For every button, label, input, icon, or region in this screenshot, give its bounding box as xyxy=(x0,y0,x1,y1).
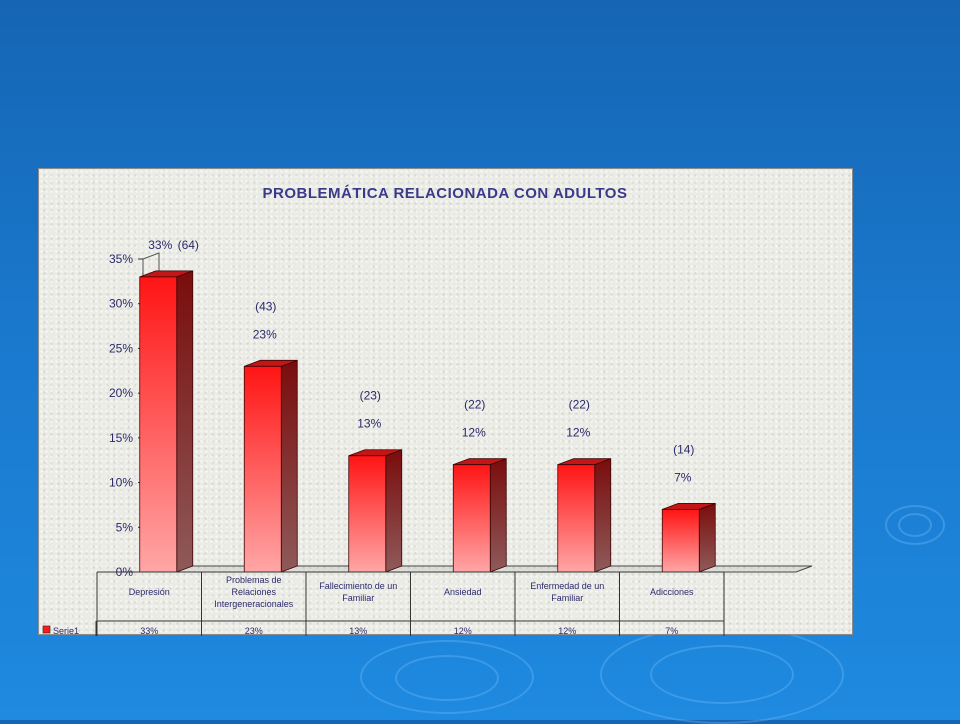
category-label: Familiar xyxy=(342,593,374,603)
table-value: 12% xyxy=(454,626,472,636)
chart-title: PROBLEMÁTICA RELACIONADA CON ADULTOS xyxy=(263,185,628,202)
bar-count-label: (23) xyxy=(360,389,381,403)
bar-count-label: (22) xyxy=(464,398,485,412)
y-tick-label: 20% xyxy=(109,386,133,400)
chart-area: PROBLEMÁTICA RELACIONADA CON ADULTOS 0% 5… xyxy=(38,168,853,636)
category-label: Depresión xyxy=(129,587,170,597)
table-value: 12% xyxy=(558,626,576,636)
category-label: Familiar xyxy=(551,593,583,603)
bar-value-label: 23% xyxy=(253,327,277,341)
bar xyxy=(661,508,700,573)
table-value: 7% xyxy=(665,626,678,636)
y-tick-label: 35% xyxy=(109,252,133,266)
bar-value-label: 12% xyxy=(566,426,590,440)
category-label: Fallecimiento de un xyxy=(319,581,397,591)
bar-value-label: 13% xyxy=(357,417,381,431)
bar-count-label: (22) xyxy=(569,398,590,412)
legend-label: Serie1 xyxy=(53,626,79,636)
bar-value-label: 12% xyxy=(462,426,486,440)
bar-count-label: (64) xyxy=(178,238,199,252)
bar-side xyxy=(280,359,298,573)
bar-side xyxy=(385,449,403,573)
y-tick-label: 15% xyxy=(109,431,133,445)
y-tick-label: 25% xyxy=(109,341,133,355)
table-value: 13% xyxy=(349,626,367,636)
bar-count-label: (43) xyxy=(255,299,276,313)
bar-side xyxy=(176,270,194,573)
y-tick-label: 30% xyxy=(109,297,133,311)
bar xyxy=(452,464,491,573)
category-label: Enfermedad de un xyxy=(530,581,604,591)
y-tick-label: 10% xyxy=(109,476,133,490)
category-label: Relaciones xyxy=(231,587,276,597)
category-label: Intergeneracionales xyxy=(214,599,294,609)
bar xyxy=(348,455,387,573)
table-value: 23% xyxy=(245,626,263,636)
legend-swatch xyxy=(42,625,51,634)
chart-canvas: PROBLEMÁTICA RELACIONADA CON ADULTOS 0%5… xyxy=(42,185,813,636)
bar-value-label: 33% xyxy=(148,238,172,252)
category-label: Ansiedad xyxy=(444,587,482,597)
category-label: Adicciones xyxy=(650,587,694,597)
bar xyxy=(243,365,282,573)
category-label: Problemas de xyxy=(226,575,282,585)
bar xyxy=(557,464,596,573)
bar-side xyxy=(698,502,716,573)
bar-value-label: 7% xyxy=(674,470,692,484)
bar xyxy=(139,276,178,573)
bar-count-label: (14) xyxy=(673,442,694,456)
table-value: 33% xyxy=(140,626,158,636)
y-tick-label: 5% xyxy=(116,520,134,534)
bar-side xyxy=(594,458,612,573)
bar-side xyxy=(489,458,507,573)
